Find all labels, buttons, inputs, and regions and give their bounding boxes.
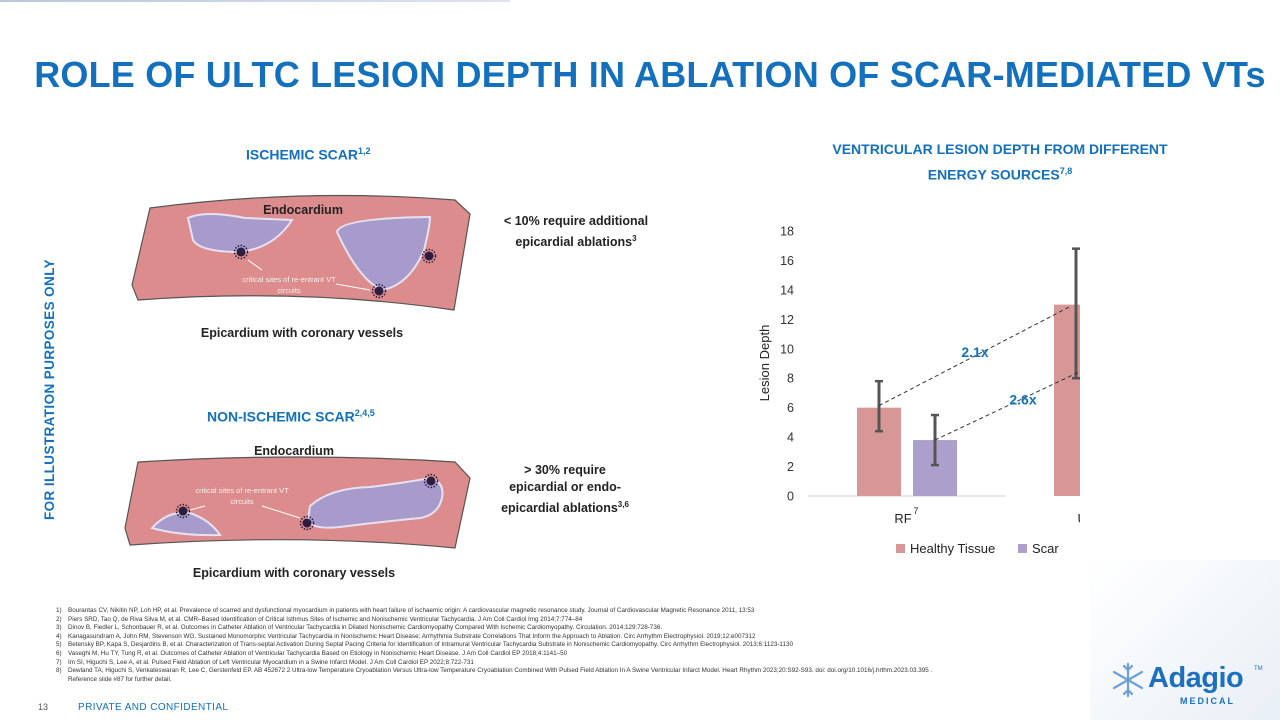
y-tick-label: 8 bbox=[787, 372, 794, 386]
reference-text: Im SI, Higuchi S, Lee A, et al. Pulsed F… bbox=[68, 658, 474, 666]
legend-swatch bbox=[896, 544, 905, 553]
confidential-footer: PRIVATE AND CONFIDENTIAL bbox=[78, 702, 229, 713]
legend-label: Scar bbox=[1032, 541, 1059, 556]
ratio-annotation: 2.6x bbox=[1009, 391, 1036, 407]
nonischemic-critical-site-3 bbox=[423, 473, 439, 489]
reference-text: Dewland TA, Higuchi S, Venkateswaran R, … bbox=[68, 667, 933, 675]
ischemic-pointer-1 bbox=[247, 259, 263, 271]
reference-number bbox=[56, 676, 68, 685]
nonischemic-epicardium-label: Epicardium with coronary vessels bbox=[192, 566, 396, 580]
ischemic-critical-site-2 bbox=[371, 283, 387, 299]
reference-number: 8) bbox=[56, 667, 62, 675]
reference-number: 2) bbox=[56, 615, 62, 623]
reference-number: 3) bbox=[56, 624, 62, 632]
reference-number: 5) bbox=[56, 641, 62, 649]
x-axis-categories: RF7ULTC8 bbox=[894, 506, 1080, 526]
reference-item: 3) Dinov B, Fiedler L, Schonbauer R, et a… bbox=[56, 624, 1096, 633]
reference-text: Reference slide #87 for further detail. bbox=[68, 675, 172, 683]
reference-text: Kanagasundram A, John RM, Stevenson WG. … bbox=[68, 632, 756, 640]
reference-item: 4) Kanagasundram A, John RM, Stevenson WG… bbox=[56, 633, 1096, 642]
reference-item: Reference slide #87 for further detail. bbox=[56, 676, 1096, 685]
nonischemic-note: > 30% require epicardial or endo- epicar… bbox=[501, 463, 629, 516]
legend-swatch bbox=[1018, 544, 1027, 553]
nonischemic-scar-epicardial bbox=[150, 511, 222, 537]
ischemic-endocardium-label: Endocardium bbox=[263, 203, 343, 217]
x-category-label: ULTC bbox=[1078, 511, 1080, 526]
ischemic-note: < 10% require additional epicardial abla… bbox=[503, 214, 649, 250]
nonischemic-critical-sites-label: critical sites of re-entrant VT circuits bbox=[195, 486, 289, 506]
y-tick-label: 16 bbox=[780, 254, 794, 268]
ratio-annotations: 2.1x 2.6x bbox=[878, 306, 1080, 441]
snowflake-logo-icon bbox=[1112, 662, 1144, 698]
page-number: 13 bbox=[38, 702, 49, 712]
comparison-line-0 bbox=[878, 306, 1071, 407]
reference-item: 1) Bourantas CV, Nikitin NP, Loh HP, et a… bbox=[56, 607, 1096, 616]
error-bar bbox=[875, 379, 883, 433]
y-tick-label: 10 bbox=[780, 342, 794, 356]
y-tick-label: 6 bbox=[787, 401, 794, 415]
nonischemic-scar-intramural bbox=[306, 476, 444, 529]
y-axis: 0 2 4 6 8 10 12 14 16 18 bbox=[780, 225, 794, 504]
reference-text: Piers SRD, Tao Q, de Riva Silva M, et al… bbox=[68, 615, 583, 623]
nonischemic-title: NON-ISCHEMIC SCAR2,4,5 bbox=[207, 408, 375, 425]
y-tick-label: 2 bbox=[787, 460, 794, 474]
logo-wordmark: Adagio bbox=[1148, 662, 1244, 694]
reference-text: Bourantas CV, Nikitin NP, Loh HP, et al.… bbox=[68, 607, 755, 614]
x-category-ref: 7 bbox=[913, 506, 918, 516]
ischemic-title: ISCHEMIC SCAR1,2 bbox=[246, 146, 371, 163]
legend-label: Healthy Tissue bbox=[910, 541, 995, 556]
reference-item: 2) Piers SRD, Tao Q, de Riva Silva M, et … bbox=[56, 616, 1096, 625]
ischemic-scar-left bbox=[186, 213, 294, 254]
nonischemic-pointer-1 bbox=[189, 505, 206, 511]
ischemic-pointer-2 bbox=[335, 283, 371, 291]
bars bbox=[857, 247, 1080, 496]
chart-legend: Healthy Tissue Scar bbox=[896, 541, 1059, 556]
nonischemic-critical-site-1 bbox=[175, 503, 191, 519]
ratio-annotation: 2.1x bbox=[961, 344, 988, 360]
y-tick-label: 12 bbox=[780, 313, 794, 327]
nonischemic-endocardium-label: Endocardium bbox=[254, 444, 334, 458]
reference-number: 7) bbox=[56, 658, 62, 666]
slide-title: ROLE OF ULTC LESION DEPTH IN ABLATION OF… bbox=[34, 54, 1266, 95]
y-axis-label: Lesion Depth bbox=[757, 325, 772, 402]
ischemic-critical-site-3 bbox=[421, 248, 437, 264]
reference-item: 8) Dewland TA, Higuchi S, Venkateswaran R… bbox=[56, 667, 1096, 676]
reference-text: Dinov B, Fiedler L, Schonbauer R, et al.… bbox=[68, 624, 663, 632]
nonischemic-critical-site-2 bbox=[299, 515, 315, 531]
reference-text: Vaseghi M, Hu TY, Tung R, et al. Outcome… bbox=[68, 649, 568, 657]
y-tick-label: 0 bbox=[787, 490, 794, 504]
logo-trademark: TM bbox=[1254, 666, 1263, 672]
error-bar bbox=[1072, 247, 1080, 380]
reference-item: 6) Vaseghi M, Hu TY, Tung R, et al. Outco… bbox=[56, 650, 1096, 659]
nonischemic-pointer-2 bbox=[261, 505, 301, 519]
ischemic-critical-sites-label: critical sites of re-entrant VT circuits bbox=[242, 275, 336, 295]
reference-number: 6) bbox=[56, 649, 62, 657]
logo-subtitle: MEDICAL bbox=[1180, 696, 1235, 706]
y-tick-label: 14 bbox=[780, 283, 794, 297]
corner-gradient bbox=[1090, 560, 1280, 720]
x-category-label: RF bbox=[894, 511, 911, 526]
reference-item: 5) Betensky BP, Kapa S, Desjardins B, et … bbox=[56, 641, 1096, 650]
reference-number: 1) bbox=[56, 607, 62, 614]
ischemic-epicardium-label: Epicardium with coronary vessels bbox=[200, 326, 404, 340]
reference-item: 7) Im SI, Higuchi S, Lee A, et al. Pulsed… bbox=[56, 659, 1096, 668]
references: 1) Bourantas CV, Nikitin NP, Loh HP, et a… bbox=[56, 607, 1096, 684]
ischemic-scar-transmural bbox=[335, 215, 432, 292]
reference-text: Betensky BP, Kapa S, Desjardins B, et al… bbox=[68, 641, 793, 649]
lesion-depth-chart: 0 2 4 6 8 10 12 14 16 18 Lesion Depth 2.1x 2.6x RF… bbox=[757, 225, 1080, 556]
y-tick-label: 18 bbox=[780, 225, 794, 239]
top-accent-line bbox=[0, 0, 510, 2]
y-tick-label: 4 bbox=[787, 431, 794, 445]
reference-number: 4) bbox=[56, 632, 62, 640]
ischemic-critical-site-1 bbox=[233, 244, 249, 260]
chart-title: VENTRICULAR LESION DEPTH FROM DIFFERENT … bbox=[832, 141, 1168, 183]
